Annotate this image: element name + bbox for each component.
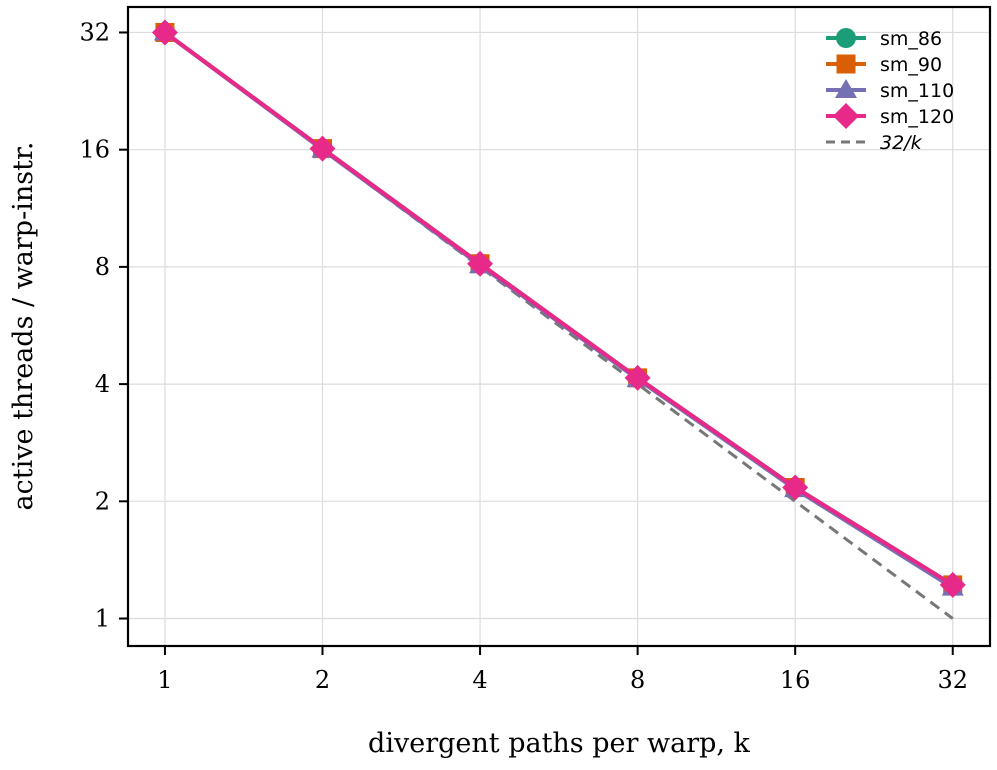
legend-label-sm_120: sm_120 (880, 106, 954, 128)
y-tick-label: 1 (95, 605, 110, 633)
y-axis: 1 2 4 8 16 32 (79, 18, 128, 633)
legend-marker-sm_90 (836, 54, 856, 74)
legend: sm_86 sm_90 sm_110 sm_120 32/k (826, 28, 954, 154)
legend-marker-sm_120 (833, 103, 859, 129)
y-tick-label: 4 (95, 370, 110, 398)
x-axis-label: divergent paths per warp, k (368, 728, 751, 759)
y-tick-label: 16 (79, 136, 110, 164)
data-point-sm_120 (309, 135, 336, 162)
x-tick-label: 2 (315, 666, 330, 694)
legend-marker-sm_86 (836, 28, 856, 48)
legend-label-sm_110: sm_110 (880, 80, 954, 102)
x-tick-label: 4 (472, 666, 487, 694)
data-point-sm_120 (467, 250, 494, 277)
series-layer (151, 19, 966, 598)
legend-marker-sm_110 (835, 79, 857, 98)
legend-label-sm_90: sm_90 (880, 54, 942, 76)
series-sm_120 (151, 19, 966, 598)
y-tick-label: 8 (95, 253, 110, 281)
legend-label-reference: 32/k (880, 132, 923, 154)
data-point-sm_120 (782, 474, 809, 501)
data-point-sm_120 (151, 19, 178, 46)
series-line-sm_120 (163, 30, 954, 587)
x-axis: 1 2 4 8 16 32 (157, 646, 968, 694)
y-axis-label: active threads / warp-instr. (8, 142, 39, 511)
x-tick-label: 1 (157, 666, 172, 694)
y-tick-label: 32 (79, 18, 110, 46)
grid (128, 7, 990, 646)
x-tick-label: 32 (937, 666, 968, 694)
data-point-sm_120 (939, 571, 966, 598)
data-point-sm_120 (624, 364, 651, 391)
x-tick-label: 8 (630, 666, 645, 694)
y-tick-label: 2 (95, 487, 110, 515)
x-tick-label: 16 (780, 666, 811, 694)
legend-label-sm_86: sm_86 (880, 28, 942, 50)
plot-frame (126, 5, 992, 648)
